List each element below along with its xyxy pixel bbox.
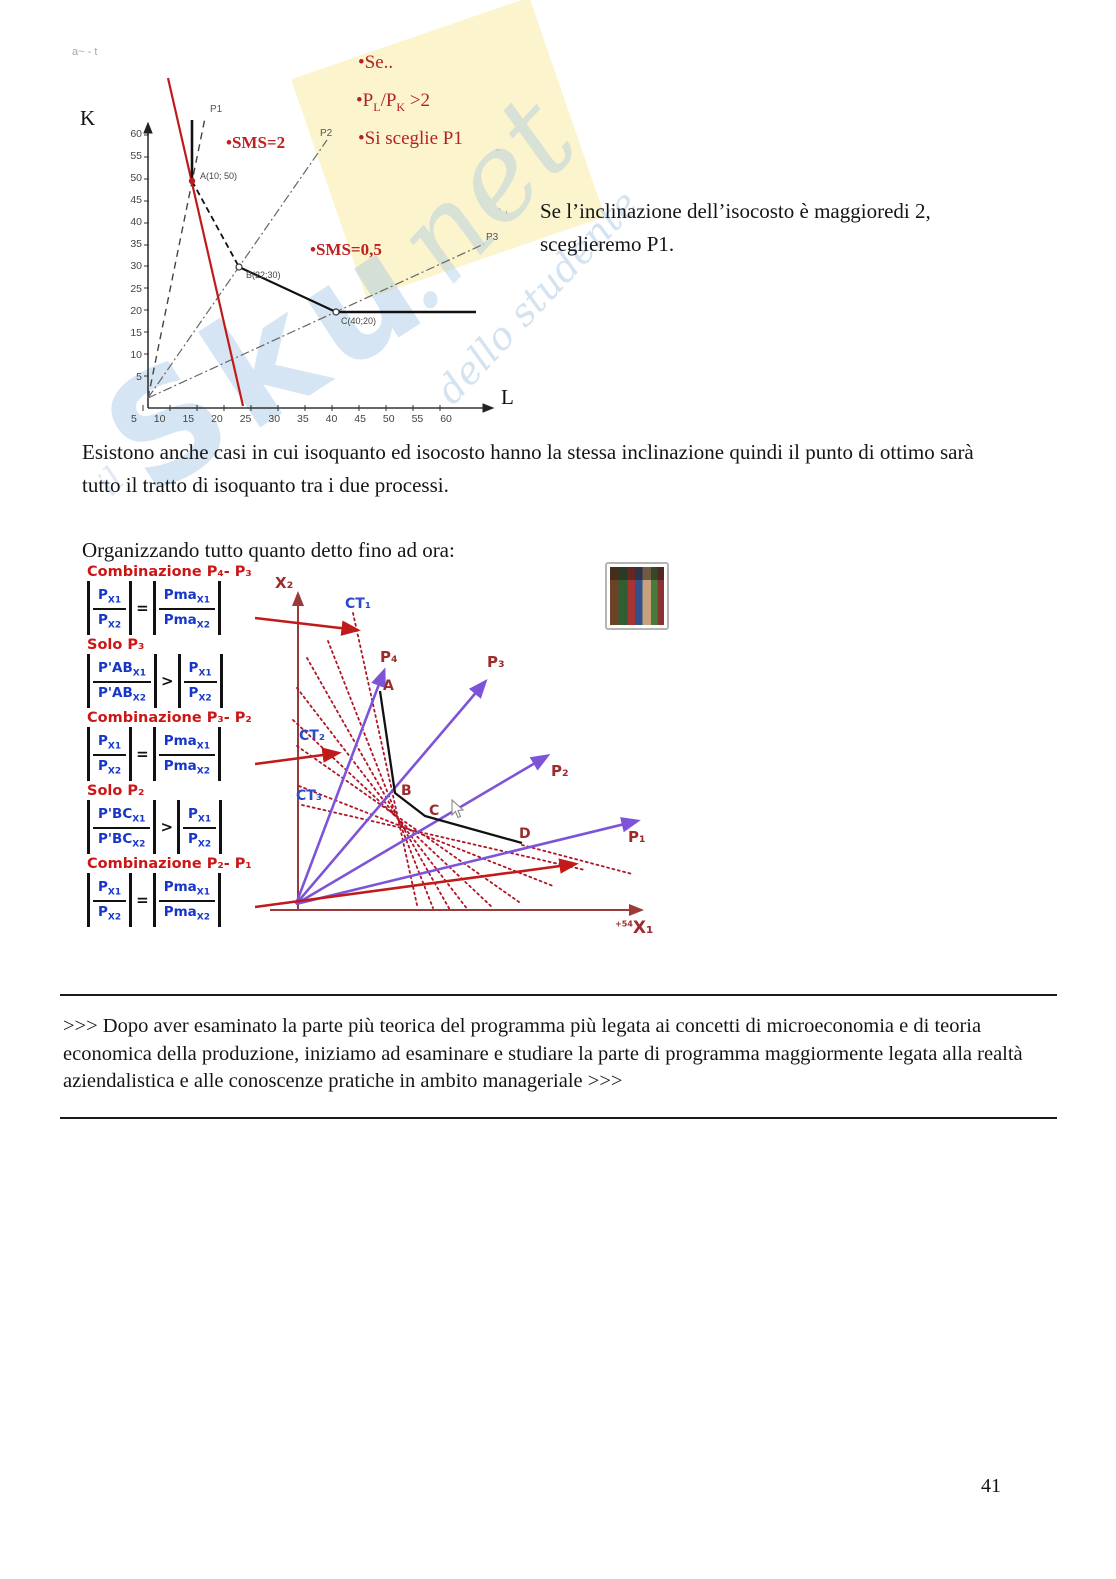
x-tick: 25 bbox=[239, 413, 252, 425]
y-tick: 15 bbox=[130, 326, 142, 339]
x-tick: 35 bbox=[297, 413, 309, 425]
isoquant-kinked-path bbox=[378, 690, 523, 845]
formula-pointer-arrows bbox=[254, 616, 579, 909]
y-tick: 10 bbox=[130, 348, 142, 361]
photo-thumbnail bbox=[605, 562, 669, 630]
formula-row: PX1 PX2 = PmaX1 PmaX2 bbox=[87, 727, 259, 781]
figure1-side-note: Se l’inclinazione dell’isocosto è maggio… bbox=[540, 195, 931, 261]
x-tick: 45 bbox=[354, 413, 366, 425]
point-b-label: B(22;30) bbox=[246, 270, 281, 280]
x-tick: 10 bbox=[153, 413, 166, 425]
bullet-si-sceglie: •Si sceglie P1 bbox=[358, 128, 463, 149]
point-b-label: B bbox=[401, 783, 412, 799]
isocost-line bbox=[166, 77, 245, 407]
formula-row: P'BCX1 P'BCX2 > PX1 PX2 bbox=[87, 800, 259, 854]
y-tick: 60 bbox=[130, 128, 142, 140]
x-tick: 30 bbox=[268, 413, 281, 425]
figure-processes-summary: Combinazione P₄- P₃ PX1 PX2 = PmaX1 PmaX2 … bbox=[85, 558, 745, 973]
y-tick: 45 bbox=[130, 194, 142, 207]
x1-artifact: +54 bbox=[615, 919, 633, 929]
process-rays bbox=[294, 667, 641, 906]
y-tick: 30 bbox=[130, 260, 142, 273]
formula-row: P'ABX1 P'ABX2 > PX1 PX2 bbox=[87, 654, 259, 708]
formula-title: Combinazione P₃- P₂ bbox=[87, 710, 252, 726]
photo-thumbnail-image bbox=[610, 567, 664, 625]
x-tick: 5 bbox=[131, 413, 137, 425]
process-p2-label: P₂ bbox=[551, 762, 569, 780]
x2-axis-label: X₂ bbox=[275, 574, 294, 592]
side-note-line1: Se l’inclinazione dell’isocosto è maggio… bbox=[540, 199, 931, 223]
ray-p1-label: P1 bbox=[210, 104, 223, 115]
ct1-label: CT₁ bbox=[345, 596, 371, 612]
sms2-annotation: •SMS=2 bbox=[226, 133, 286, 152]
y-tick: 35 bbox=[130, 238, 142, 251]
scan-artifact: a~ - t bbox=[72, 46, 98, 58]
y-tick: 20 bbox=[130, 304, 142, 317]
process-p4-label: P₄ bbox=[380, 648, 398, 666]
figure1-axes bbox=[142, 121, 495, 413]
bullet-se: •Se.. bbox=[358, 52, 394, 73]
point-c-label: C(40;20) bbox=[341, 316, 377, 326]
point-d-label: D bbox=[519, 826, 531, 842]
process-p3-label: P₃ bbox=[487, 653, 505, 671]
x-tick: 60 bbox=[440, 413, 452, 425]
x-axis-ticks: 5 10 15 20 25 30 35 40 45 50 55 60 bbox=[131, 413, 452, 425]
scan-artifact: ¨ bbox=[496, 148, 500, 160]
l-axis-label: L bbox=[501, 385, 514, 409]
x1-axis-label: +54X₁ bbox=[615, 918, 654, 938]
point-a-label: A(10; 50) bbox=[200, 171, 238, 181]
point-c-label: C bbox=[429, 803, 440, 819]
paragraph-transition: >>> Dopo aver esaminato la parte più teo… bbox=[63, 1015, 1023, 1092]
bullet-price-ratio: •PL/PK >2 bbox=[356, 90, 431, 114]
horizontal-rule-top bbox=[60, 994, 1057, 996]
isoquant-path bbox=[190, 120, 476, 314]
x-tick: 15 bbox=[182, 413, 195, 425]
x-tick: 20 bbox=[211, 413, 223, 425]
point-a-label: A bbox=[383, 678, 394, 694]
sms05-annotation: •SMS=0,5 bbox=[310, 240, 382, 259]
paragraph-organizzando: Organizzando tutto quanto detto fino ad … bbox=[82, 538, 455, 562]
y-tick: 50 bbox=[130, 172, 142, 185]
formula-title: Solo P₃ bbox=[87, 637, 145, 653]
formula-row: PX1 PX2 = PmaX1 PmaX2 bbox=[87, 581, 259, 635]
y-axis-ticks: 60 55 50 45 40 35 30 25 20 15 10 5 bbox=[114, 128, 142, 383]
ct3-label: CT₃ bbox=[296, 788, 322, 804]
ray-p2-label: P2 bbox=[320, 128, 333, 139]
ray-p3-label: P3 bbox=[486, 232, 499, 243]
formula-title: Combinazione P₂- P₁ bbox=[87, 856, 252, 872]
side-note-line2: sceglieremo P1. bbox=[540, 232, 675, 256]
figure-isoquant-isocost: Sku .net dello studente bbox=[60, 0, 1055, 529]
ct2-label: CT₂ bbox=[299, 728, 325, 744]
x-tick: 40 bbox=[325, 413, 338, 425]
formula-column: Combinazione P₄- P₃ PX1 PX2 = PmaX1 PmaX2 … bbox=[85, 562, 259, 927]
formula-title: Solo P₂ bbox=[87, 783, 145, 799]
page-number: 41 bbox=[981, 1475, 1001, 1497]
figure2-axes bbox=[270, 591, 644, 916]
x-tick: 50 bbox=[382, 413, 395, 425]
figure2-plot bbox=[254, 591, 644, 916]
figure1-plot bbox=[142, 77, 495, 413]
y-tick: 5 bbox=[136, 370, 142, 383]
process-p1-label: P₁ bbox=[628, 828, 646, 846]
k-axis-label: K bbox=[80, 106, 96, 130]
paragraph-isoquanto: Esistono anche casi in cui isoquanto ed … bbox=[82, 440, 974, 497]
figure1-points bbox=[188, 177, 340, 316]
scan-artifact: · , bbox=[498, 203, 508, 215]
horizontal-rule-bottom bbox=[60, 1117, 1057, 1119]
y-tick: 40 bbox=[130, 216, 142, 229]
formula-row: PX1 PX2 = PmaX1 PmaX2 bbox=[87, 873, 259, 927]
mouse-cursor bbox=[451, 798, 465, 819]
isocost-dotted-fan bbox=[292, 612, 633, 911]
y-tick: 55 bbox=[130, 150, 142, 163]
x-tick: 55 bbox=[411, 413, 424, 425]
y-tick: 25 bbox=[130, 282, 142, 295]
formula-title: Combinazione P₄- P₃ bbox=[87, 564, 252, 580]
